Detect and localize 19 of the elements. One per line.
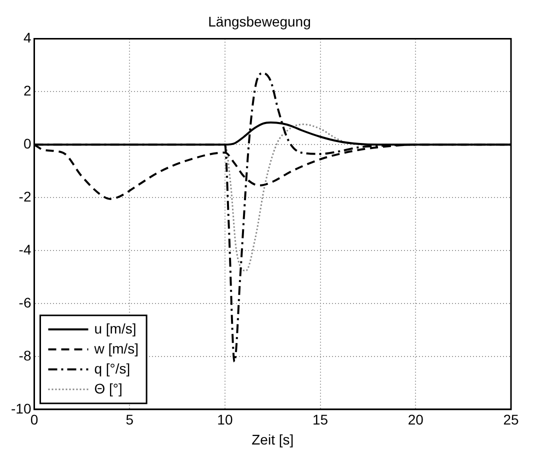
x-tick-label: 25 — [503, 412, 519, 428]
y-tick-label: 0 — [23, 136, 32, 152]
chart-title: Längsbewegung — [208, 13, 311, 30]
x-tick-label: 15 — [312, 412, 328, 428]
x-tick-label: 20 — [408, 412, 424, 428]
y-tick-label: -8 — [18, 347, 32, 364]
y-tick-label: 2 — [23, 82, 32, 99]
y-tick-label: -10 — [11, 400, 32, 416]
y-tick-label: 4 — [23, 30, 32, 46]
x-tick-label: 5 — [126, 412, 134, 428]
y-tick-label: -6 — [18, 294, 32, 310]
y-tick-label: -4 — [18, 241, 32, 258]
legend-label: w [m/s] — [93, 340, 139, 356]
x-tick-label: 10 — [217, 412, 233, 428]
y-tick-label: -2 — [18, 188, 32, 204]
x-axis-title: Zeit [s] — [252, 431, 294, 448]
legend-label: Θ [°] — [94, 380, 122, 396]
legend-label: q [°/s] — [94, 360, 130, 376]
legend-label: u [m/s] — [94, 320, 136, 336]
